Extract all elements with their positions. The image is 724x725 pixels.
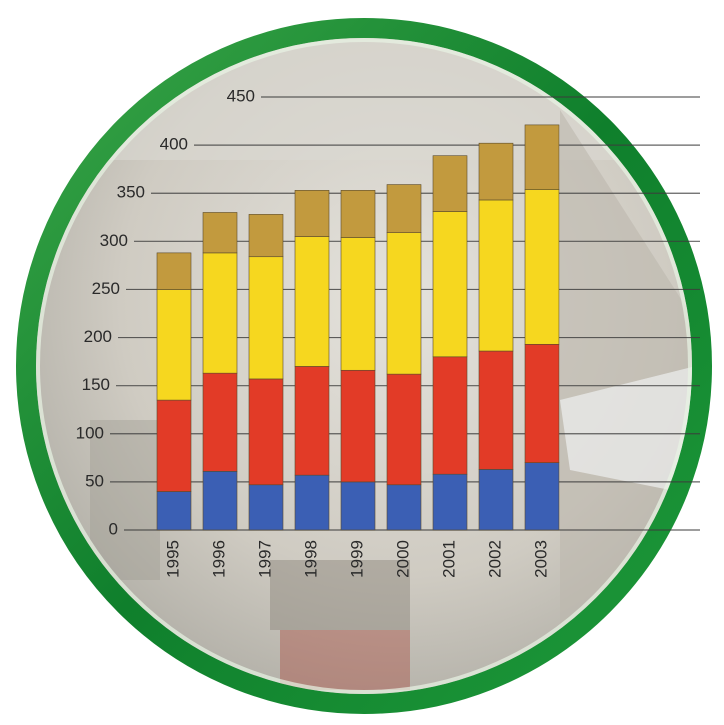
- bar-segment: [478, 350, 514, 470]
- bar-segment: [432, 356, 468, 475]
- y-tick-label: 250: [92, 279, 120, 298]
- bar-segment: [524, 124, 560, 190]
- bar-segment: [340, 369, 376, 483]
- x-tick-label: 1996: [209, 540, 228, 578]
- bar-segment: [156, 252, 192, 290]
- x-tick-label: 1997: [255, 540, 274, 578]
- x-tick-label: 2001: [439, 540, 458, 578]
- bar-segment: [386, 373, 422, 486]
- bar-segment: [386, 484, 422, 531]
- bar-segment: [478, 142, 514, 201]
- bar-segment: [340, 481, 376, 531]
- x-tick-label: 2003: [531, 540, 550, 578]
- y-tick-label: 100: [76, 423, 104, 442]
- bar-segment: [524, 189, 560, 345]
- bar-segment: [248, 214, 284, 258]
- x-tick-label: 1998: [301, 540, 320, 578]
- bar-segment: [248, 256, 284, 380]
- x-tick-label: 2000: [393, 540, 412, 578]
- bar-segment: [340, 237, 376, 371]
- bar-segment: [248, 484, 284, 531]
- x-tick-label: 1999: [347, 540, 366, 578]
- y-tick-label: 0: [109, 519, 118, 538]
- bar-segment: [524, 462, 560, 531]
- bar-segment: [294, 474, 330, 531]
- bar-segment: [202, 252, 238, 374]
- bar-segment: [202, 212, 238, 254]
- frame-highlight: [36, 38, 692, 694]
- bar-segment: [478, 199, 514, 352]
- plot: 0 50 100 150 200 250 300 350 400 450 1995 1996 1997 1…: [76, 86, 700, 578]
- bar-segment: [202, 372, 238, 472]
- bar-segment: [478, 469, 514, 531]
- y-tick-label: 350: [117, 183, 145, 202]
- y-tick-label: 300: [100, 231, 128, 250]
- bar-segment: [432, 211, 468, 358]
- bar-segment: [156, 289, 192, 401]
- x-tick-label: 2002: [485, 540, 504, 578]
- y-tick-label: 450: [227, 86, 255, 105]
- bar-segment: [432, 473, 468, 531]
- bar-segment: [156, 491, 192, 531]
- bar-segment: [294, 236, 330, 367]
- bar-segment: [340, 190, 376, 238]
- x-tick-label: 1995: [163, 540, 182, 578]
- bar-segment: [156, 399, 192, 492]
- y-tick-label: 400: [160, 135, 188, 154]
- bar-segment: [386, 232, 422, 375]
- bar-segment: [294, 366, 330, 476]
- bar-segment: [202, 471, 238, 531]
- y-tick-label: 150: [82, 375, 110, 394]
- bar-segment: [294, 190, 330, 237]
- bar-segment: [432, 155, 468, 212]
- y-tick-label: 50: [85, 471, 104, 490]
- y-tick-label: 200: [84, 327, 112, 346]
- bar-segment: [248, 378, 284, 486]
- bar-segment: [524, 343, 560, 463]
- bar-segment: [386, 184, 422, 233]
- green-frame: [16, 18, 712, 714]
